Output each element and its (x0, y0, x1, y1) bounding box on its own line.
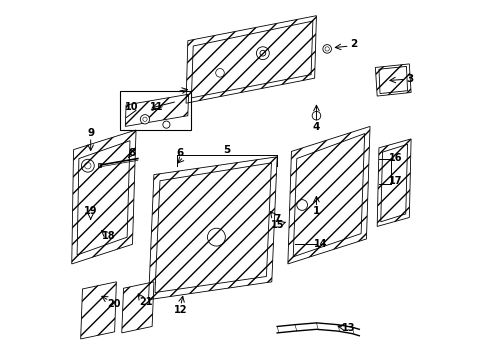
Text: 17: 17 (389, 176, 402, 186)
Circle shape (323, 45, 331, 53)
Text: 16: 16 (389, 153, 402, 163)
Text: 21: 21 (139, 297, 152, 307)
Text: 13: 13 (342, 323, 355, 333)
Text: 9: 9 (87, 128, 94, 138)
Text: 11: 11 (149, 102, 163, 112)
Text: 6: 6 (176, 148, 184, 158)
Text: 12: 12 (174, 305, 188, 315)
Text: 19: 19 (84, 206, 98, 216)
Circle shape (163, 121, 170, 128)
Text: 18: 18 (102, 231, 115, 242)
Text: 5: 5 (223, 145, 231, 155)
Text: 4: 4 (313, 122, 320, 132)
Text: 3: 3 (406, 74, 414, 84)
Circle shape (140, 114, 149, 124)
Text: 8: 8 (129, 148, 136, 158)
Text: 15: 15 (271, 220, 285, 230)
Text: 14: 14 (314, 239, 327, 249)
Text: 2: 2 (350, 39, 358, 49)
Text: 10: 10 (125, 102, 139, 112)
Bar (120, 91, 192, 130)
Text: 1: 1 (313, 206, 320, 216)
Text: 20: 20 (107, 298, 120, 309)
Circle shape (312, 111, 321, 120)
Text: 7: 7 (273, 214, 281, 224)
Bar (98, 163, 101, 167)
